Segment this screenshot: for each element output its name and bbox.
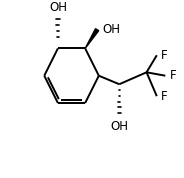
Text: F: F xyxy=(161,49,168,62)
Text: OH: OH xyxy=(110,120,128,133)
Text: OH: OH xyxy=(49,1,67,14)
Text: OH: OH xyxy=(102,23,120,36)
Text: F: F xyxy=(161,90,168,103)
Text: F: F xyxy=(170,69,176,82)
Polygon shape xyxy=(85,29,99,48)
